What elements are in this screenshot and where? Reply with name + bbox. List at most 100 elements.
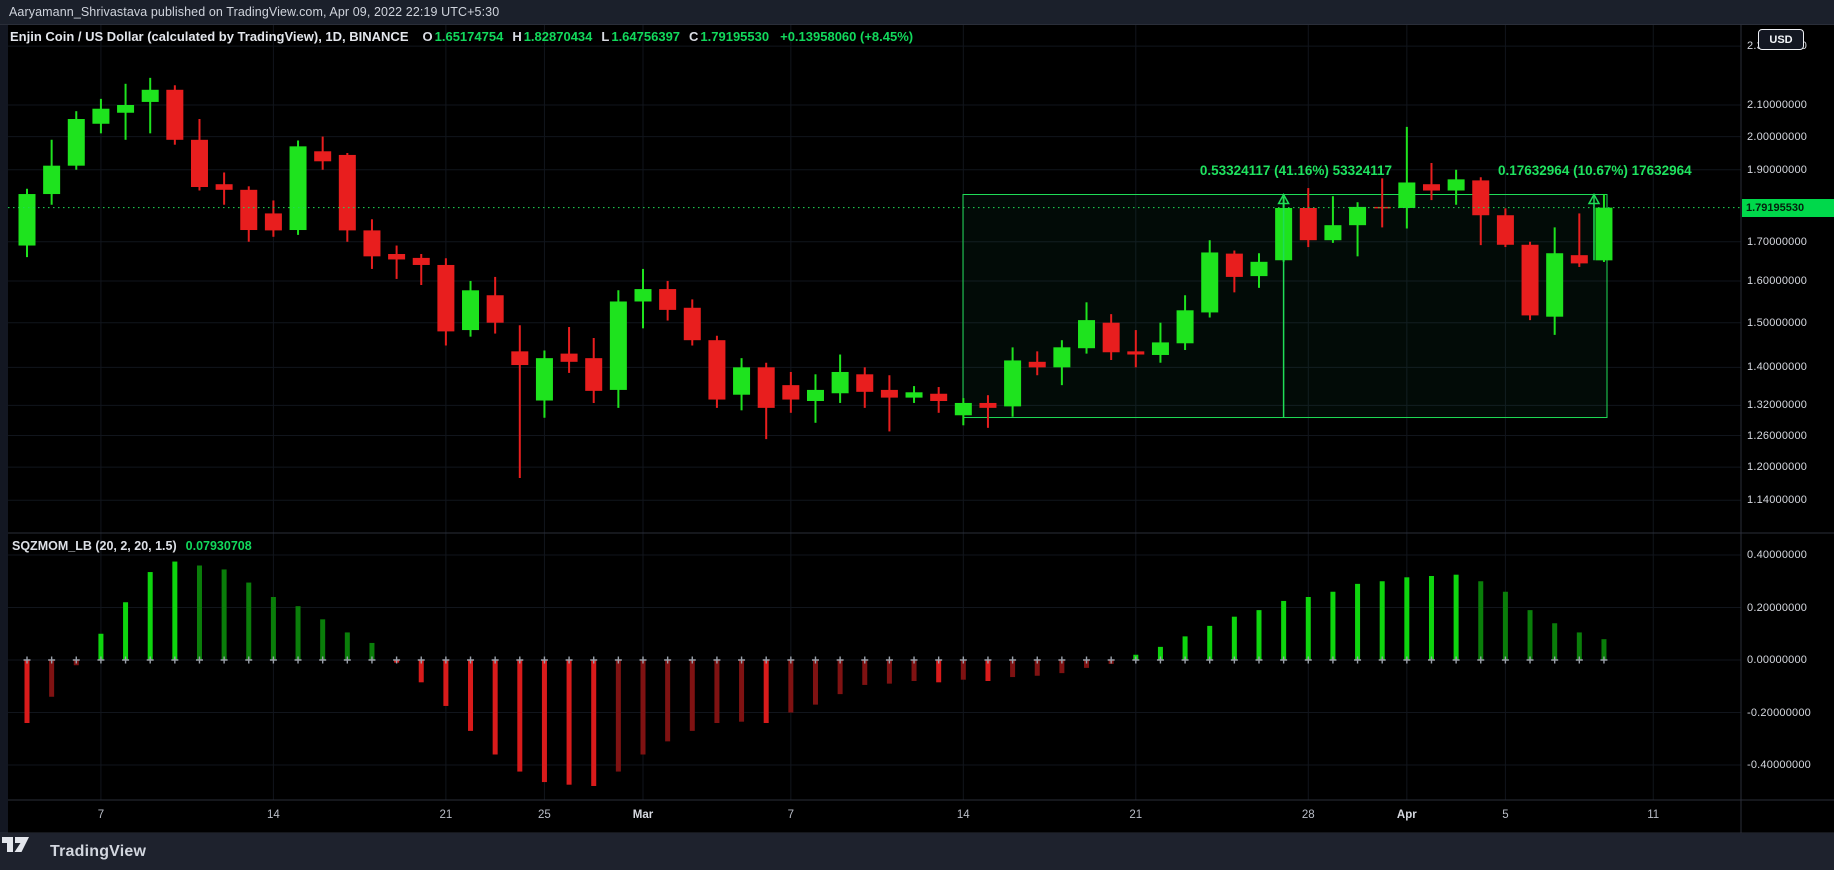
candle-body [1250,261,1268,277]
candle-body [1570,255,1588,264]
momentum-bar [665,660,671,742]
candle-body [880,389,898,398]
time-axis-label: 28 [1301,809,1315,821]
squeeze-cross-icon [1501,656,1509,664]
high-value: 1.82870434 [523,29,593,44]
momentum-bar [1084,660,1090,668]
candle-body [289,146,307,231]
candle-body [1398,182,1416,208]
squeeze-cross-icon [713,656,721,664]
momentum-bar [1330,591,1336,660]
squeeze-cross-icon [1132,656,1140,664]
squeeze-cross-icon [417,656,425,664]
squeeze-cross-icon [1378,656,1386,664]
squeeze-cross-icon [565,656,573,664]
squeeze-cross-icon [1354,656,1362,664]
candle-body [486,295,504,323]
squeeze-cross-icon [762,656,770,664]
price-axis-label: 1.20000000 [1747,461,1808,474]
indicator-axis-label: -0.20000000 [1747,706,1811,719]
momentum-bar [1527,610,1533,660]
candle-body [806,389,824,402]
momentum-bar [1379,581,1385,660]
momentum-bar [886,660,892,684]
momentum-bar [640,660,646,755]
candle-body [462,290,480,331]
candle-body [1201,252,1219,313]
momentum-bar [1478,581,1484,660]
candle-body [1546,253,1564,317]
candle-body [1151,342,1169,355]
time-axis-label: Mar [632,809,654,821]
candle-body [585,358,603,391]
close-label: C [689,29,699,44]
squeeze-cross-icon [1156,656,1164,664]
momentum-bar [1034,660,1040,676]
squeeze-cross-icon [787,656,795,664]
candle-body [190,139,208,188]
squeeze-cross-icon [935,656,943,664]
measure-arrowhead [1587,192,1601,205]
squeeze-cross-icon [1009,656,1017,664]
candle-body [683,307,701,341]
momentum-bar [689,660,695,731]
measure-annotation-left: 0.53324117 (41.16%) 53324117 [1199,163,1392,178]
tradingview-brand-text[interactable]: TradingView [50,842,147,860]
indicator-legend[interactable]: SQZMOM_LB (20, 2, 20, 1.5) 0.07930708 [12,539,252,553]
indicator-axis-label: 0.20000000 [1747,601,1808,614]
momentum-bar [1404,577,1410,660]
time-axis-label: 14 [956,809,970,821]
candle-body [215,184,233,190]
squeeze-cross-icon [368,656,376,664]
indicator-name: SQZMOM_LB (20, 2, 20, 1.5) [12,539,177,553]
open-value: 1.65174754 [434,29,504,44]
squeeze-cross-icon [738,656,746,664]
momentum-bar [1256,610,1262,660]
low-label: L [601,29,610,44]
squeeze-cross-icon [688,656,696,664]
close-value: 1.79195530 [700,29,770,44]
momentum-bar [1502,591,1508,660]
attribution-text: Aaryamann_Shrivastava published on Tradi… [9,5,500,19]
squeeze-cross-icon [1255,656,1263,664]
currency-toggle-button[interactable]: USD [1758,29,1804,50]
candle-body [1595,207,1613,261]
momentum-bar [788,660,794,713]
candle-body [757,367,775,408]
candle-body [905,392,923,398]
time-axis-label: 25 [538,809,551,821]
momentum-bar [517,660,523,772]
momentum-bar [147,572,153,660]
squeeze-cross-icon [590,656,598,664]
candle-body [314,151,332,162]
price-axis-label: 1.70000000 [1747,235,1808,248]
squeeze-cross-icon [195,656,203,664]
momentum-bar [862,660,868,685]
candle-body [18,194,36,246]
time-axis-label: 7 [787,809,795,821]
candle-body [437,264,455,332]
momentum-bar [566,660,572,785]
time-axis-label: 21 [439,809,453,821]
momentum-bar [1182,636,1188,660]
candle-body [560,353,578,362]
momentum-bar [615,660,621,772]
time-axis-label: 7 [97,809,105,821]
symbol-title: Enjin Coin / US Dollar (calculated by Tr… [10,29,409,44]
candle-body [1225,253,1243,277]
squeeze-cross-icon [1575,656,1583,664]
time-axis-label: 14 [266,809,280,821]
attribution-bar: Aaryamann_Shrivastava published on Tradi… [0,0,1834,25]
squeeze-cross-icon [1206,656,1214,664]
symbol-legend[interactable]: Enjin Coin / US Dollar (calculated by Tr… [10,29,913,44]
candle-body [141,89,159,102]
squeeze-cross-icon [48,656,56,664]
momentum-bar [1281,600,1287,660]
candle-body [659,289,677,310]
price-axis-label: 1.90000000 [1747,163,1808,176]
squeeze-cross-icon [540,656,548,664]
candle-body [511,351,529,366]
squeeze-cross-icon [861,656,869,664]
